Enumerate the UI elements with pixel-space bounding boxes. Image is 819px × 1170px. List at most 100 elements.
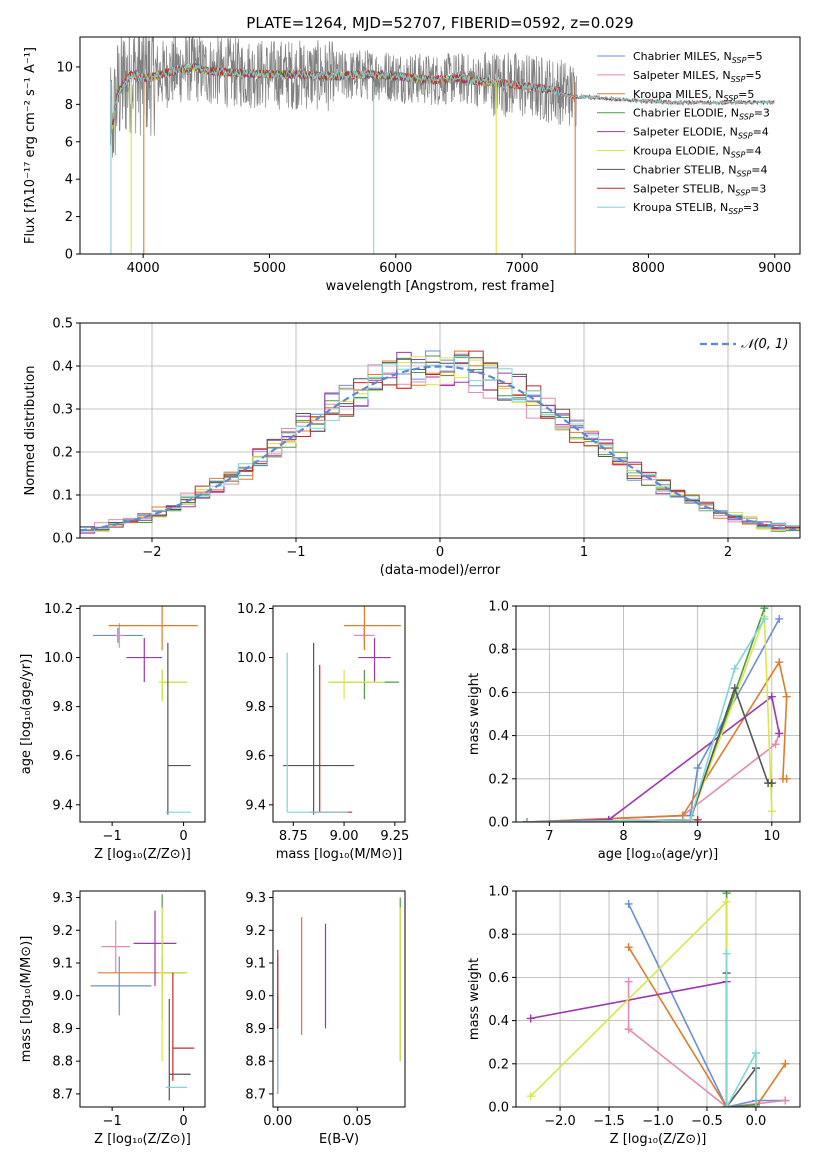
weight-marker xyxy=(604,815,613,822)
x-tick-label: −1 xyxy=(103,829,122,844)
x-tick-label: 9000 xyxy=(758,261,791,276)
weight-marker xyxy=(767,779,776,788)
weight-marker xyxy=(760,614,769,623)
y-tick-label: 1.0 xyxy=(488,885,509,900)
weight-line xyxy=(527,733,780,822)
weight-marker xyxy=(722,949,731,958)
weight-line xyxy=(627,946,786,1107)
y-tick-label: 9.8 xyxy=(245,700,266,715)
mass-vs-ebv-panel: 0.00 0.05 8.7 8.8 8.9 9.0 9.1 9.2 9.3 E(B-V) xyxy=(245,890,406,1147)
x-tick-label: −2 xyxy=(142,545,161,560)
legend-label: Salpeter ELODIE, NSSP=4 xyxy=(633,126,769,141)
y-tick-label: 10.0 xyxy=(237,651,266,666)
plot-area xyxy=(277,897,401,1094)
legend-label: Salpeter MILES, NSSP=5 xyxy=(633,69,762,84)
spectrum-legend: Chabrier MILES, NSSP=5 Salpeter MILES, NS… xyxy=(597,50,770,216)
weight-marker xyxy=(624,1025,633,1034)
y-tick-label: 0.5 xyxy=(52,317,73,332)
y-tick-label: 6 xyxy=(65,135,73,150)
plot-area xyxy=(92,606,198,815)
weight-marker xyxy=(722,1103,731,1107)
plot-area xyxy=(516,891,800,1107)
y-tick-label: 10.0 xyxy=(44,651,73,666)
weight-marker xyxy=(751,1103,760,1107)
weight-line xyxy=(527,685,772,822)
y-tick-label: 9.6 xyxy=(245,749,266,764)
y-tick-label: 0.3 xyxy=(52,403,73,418)
x-tick-label: −1 xyxy=(286,545,305,560)
y-tick-label: 9.3 xyxy=(52,891,73,906)
x-tick-label: 8 xyxy=(619,829,627,844)
y-tick-label: 8.7 xyxy=(245,1087,266,1102)
y-tick-label: 0.0 xyxy=(52,532,73,547)
weight-marker xyxy=(678,811,687,820)
residual-histogram xyxy=(80,350,800,531)
weight-marker xyxy=(782,692,791,701)
x-tick-label: 1 xyxy=(580,545,588,560)
x-tick-label: 0.00 xyxy=(263,1114,292,1129)
weight-marker xyxy=(624,943,633,952)
weight-marker xyxy=(775,729,784,738)
plot-area xyxy=(109,37,775,254)
weight-marker xyxy=(730,664,739,673)
plot-area xyxy=(80,323,800,538)
y-tick-label: 9.1 xyxy=(52,957,73,972)
weight-marker xyxy=(767,807,776,816)
y-axis-label: mass weight xyxy=(467,958,482,1040)
residuals-panel: −2 −1 0 1 2 0.0 0.1 0.2 0.3 0.4 0.5 (data-model)/er… xyxy=(23,317,801,578)
y-tick-label: 0.2 xyxy=(52,446,73,461)
y-tick-label: 9.2 xyxy=(245,924,266,939)
axes-frame xyxy=(79,36,801,255)
figure-title: PLATE=1264, MJD=52707, FIBERID=0592, z=0… xyxy=(246,14,633,32)
weight-marker xyxy=(686,815,695,822)
y-axis-label: age [log₁₀(age/yr)] xyxy=(19,654,34,775)
x-tick-label: −0.5 xyxy=(691,1114,723,1129)
weight-marker xyxy=(751,1049,760,1057)
weight-marker xyxy=(722,897,731,906)
model-spectrum-line xyxy=(112,63,775,125)
weight-marker xyxy=(730,684,739,693)
weight-vs-age-panel: 7 8 9 10 0.0 0.2 0.4 0.6 0.8 1.0 age [log₁₀(age/yr… xyxy=(467,600,801,862)
y-tick-label: 9.6 xyxy=(52,749,73,764)
x-tick-label: 0 xyxy=(436,545,444,560)
x-axis-label: Z [log₁₀(Z/Z⊙)] xyxy=(610,1132,707,1147)
x-tick-label: −2.0 xyxy=(544,1114,576,1129)
y-tick-label: 8.7 xyxy=(52,1087,73,1102)
legend-label: Kroupa STELIB, NSSP=3 xyxy=(633,201,759,216)
weight-vs-metallicity-panel: −2.0 −1.5 −1.0 −0.5 0.0 0.0 0.2 0.4 0.6 0.8 1.0 Z [… xyxy=(467,885,801,1147)
x-tick-label: 8.75 xyxy=(279,829,308,844)
age-vs-mass-panel: 8.75 9.00 9.25 9.4 9.6 9.8 10.0 10.2 mass [log₁₀… xyxy=(237,602,409,862)
y-tick-label: 9.4 xyxy=(52,798,73,813)
weight-marker xyxy=(693,764,702,772)
x-tick-label: 9 xyxy=(694,829,702,844)
weight-line xyxy=(527,616,773,822)
y-tick-label: 0.6 xyxy=(488,971,509,986)
y-tick-label: 0.6 xyxy=(488,686,509,701)
y-tick-label: 0.8 xyxy=(488,928,509,943)
weight-marker xyxy=(523,818,532,822)
y-tick-label: 0 xyxy=(65,248,73,263)
y-tick-label: 0.8 xyxy=(488,643,509,658)
x-tick-label: 6000 xyxy=(379,261,412,276)
axes-frame xyxy=(272,890,406,1108)
x-axis-label: mass [log₁₀(M/M⊙)] xyxy=(276,847,403,862)
residual-histogram xyxy=(80,354,800,531)
x-tick-label: 0.0 xyxy=(746,1114,767,1129)
axes-frame xyxy=(79,890,206,1108)
legend-label: Chabrier ELODIE, NSSP=3 xyxy=(633,107,770,122)
y-tick-label: 9.8 xyxy=(52,700,73,715)
y-axis-label: Normed distribution xyxy=(23,366,38,496)
weight-marker xyxy=(781,1096,790,1105)
weight-marker xyxy=(775,614,784,623)
y-axis-label: mass [log₁₀(M/M⊙)] xyxy=(19,936,34,1063)
y-tick-label: 8.9 xyxy=(245,1022,266,1037)
x-axis-label: Z [log₁₀(Z/Z⊙)] xyxy=(94,847,191,862)
weight-marker xyxy=(781,1059,790,1068)
x-tick-label: 7 xyxy=(545,829,553,844)
x-axis-label: E(B-V) xyxy=(319,1132,359,1147)
y-tick-label: 0.1 xyxy=(52,489,73,504)
axes-frame xyxy=(515,605,801,823)
y-tick-label: 9.3 xyxy=(245,891,266,906)
x-tick-label: 10 xyxy=(764,829,781,844)
